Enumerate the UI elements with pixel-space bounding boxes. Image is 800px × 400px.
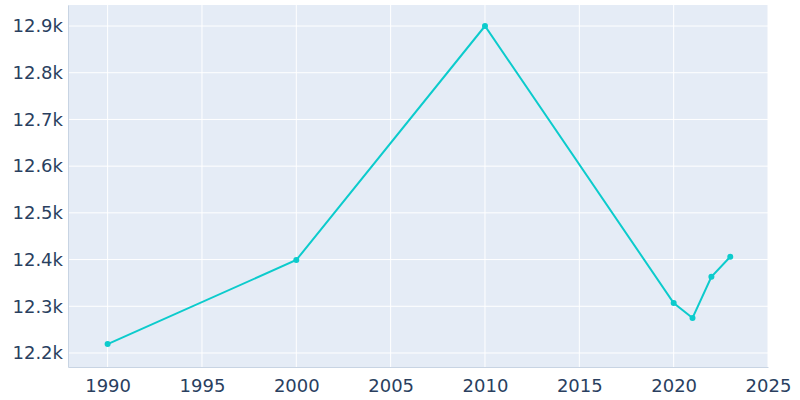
x-tick: 2005	[368, 367, 414, 396]
y-tick: 12.4k	[12, 249, 68, 270]
chart: 1990199520002005201020152020202512.2k12.…	[0, 0, 800, 400]
x-tick-label: 2025	[746, 375, 792, 396]
x-tick: 2015	[557, 367, 603, 396]
y-axis: 12.2k 12.3k 12.4k 12.5k 12.6k 12.7k 12.8k 12.9k	[12, 6, 68, 368]
x-tick: 2000	[274, 367, 320, 396]
y-tick-label: 12.3k	[12, 296, 63, 317]
marker	[671, 300, 677, 306]
plot: 1990199520002005201020152020202512.2k12.…	[12, 5, 791, 396]
y-tick-label: 12.2k	[12, 342, 63, 363]
marker	[105, 341, 111, 347]
x-tick-label: 1995	[180, 375, 226, 396]
grid-line-x	[484, 5, 485, 367]
grid-line-y	[68, 26, 768, 27]
grid-line-y	[68, 119, 768, 120]
marker	[690, 315, 696, 321]
grid-line-x	[107, 5, 108, 367]
grid-line-y	[68, 352, 768, 353]
x-tick-label: 2020	[651, 375, 697, 396]
y-tick-label: 12.5k	[12, 202, 63, 223]
y-tick: 12.9k	[12, 15, 68, 36]
plot-background	[68, 5, 768, 367]
x-tick: 2010	[463, 367, 509, 396]
data	[105, 23, 734, 347]
grid-line-x	[673, 5, 674, 367]
x-tick-label: 2010	[463, 375, 509, 396]
grid-line-y	[68, 259, 768, 260]
grid-line-y	[68, 306, 768, 307]
grid-line-y	[68, 72, 768, 73]
x-tick: 1995	[180, 367, 226, 396]
x-axis: 1990 1995 2000 2005 2010 2015 2020 2025	[69, 367, 792, 396]
marker	[482, 23, 488, 29]
grid-line-x	[768, 5, 769, 367]
x-tick-label: 2015	[557, 375, 603, 396]
y-tick: 12.2k	[12, 342, 68, 363]
grid-line-y	[68, 166, 768, 167]
x-tick-label: 2005	[368, 375, 414, 396]
x-tick: 2020	[651, 367, 697, 396]
line	[108, 26, 731, 344]
marker	[293, 257, 299, 263]
y-tick-label: 12.8k	[12, 62, 63, 83]
x-tick: 1990	[85, 367, 131, 396]
y-tick-label: 12.9k	[12, 15, 63, 36]
grid-line-x	[390, 5, 391, 367]
y-tick: 12.3k	[12, 296, 68, 317]
y-axis-line	[68, 6, 69, 368]
x-tick: 2025	[746, 367, 792, 396]
grid-line-x	[296, 5, 297, 367]
marker	[727, 254, 733, 260]
y-tick-label: 12.7k	[12, 109, 63, 130]
y-tick: 12.6k	[12, 155, 68, 176]
grid-line-x	[579, 5, 580, 367]
x-axis-line	[69, 367, 769, 368]
y-tick: 12.5k	[12, 202, 68, 223]
x-tick-label: 2000	[274, 375, 320, 396]
y-tick: 12.8k	[12, 62, 68, 83]
grid-line-x	[201, 5, 202, 367]
y-tick-label: 12.4k	[12, 249, 63, 270]
y-tick-label: 12.6k	[12, 155, 63, 176]
marker	[708, 274, 714, 280]
grid-line-y	[68, 212, 768, 213]
grid	[68, 5, 768, 367]
y-tick: 12.7k	[12, 109, 68, 130]
x-tick-label: 1990	[85, 375, 131, 396]
